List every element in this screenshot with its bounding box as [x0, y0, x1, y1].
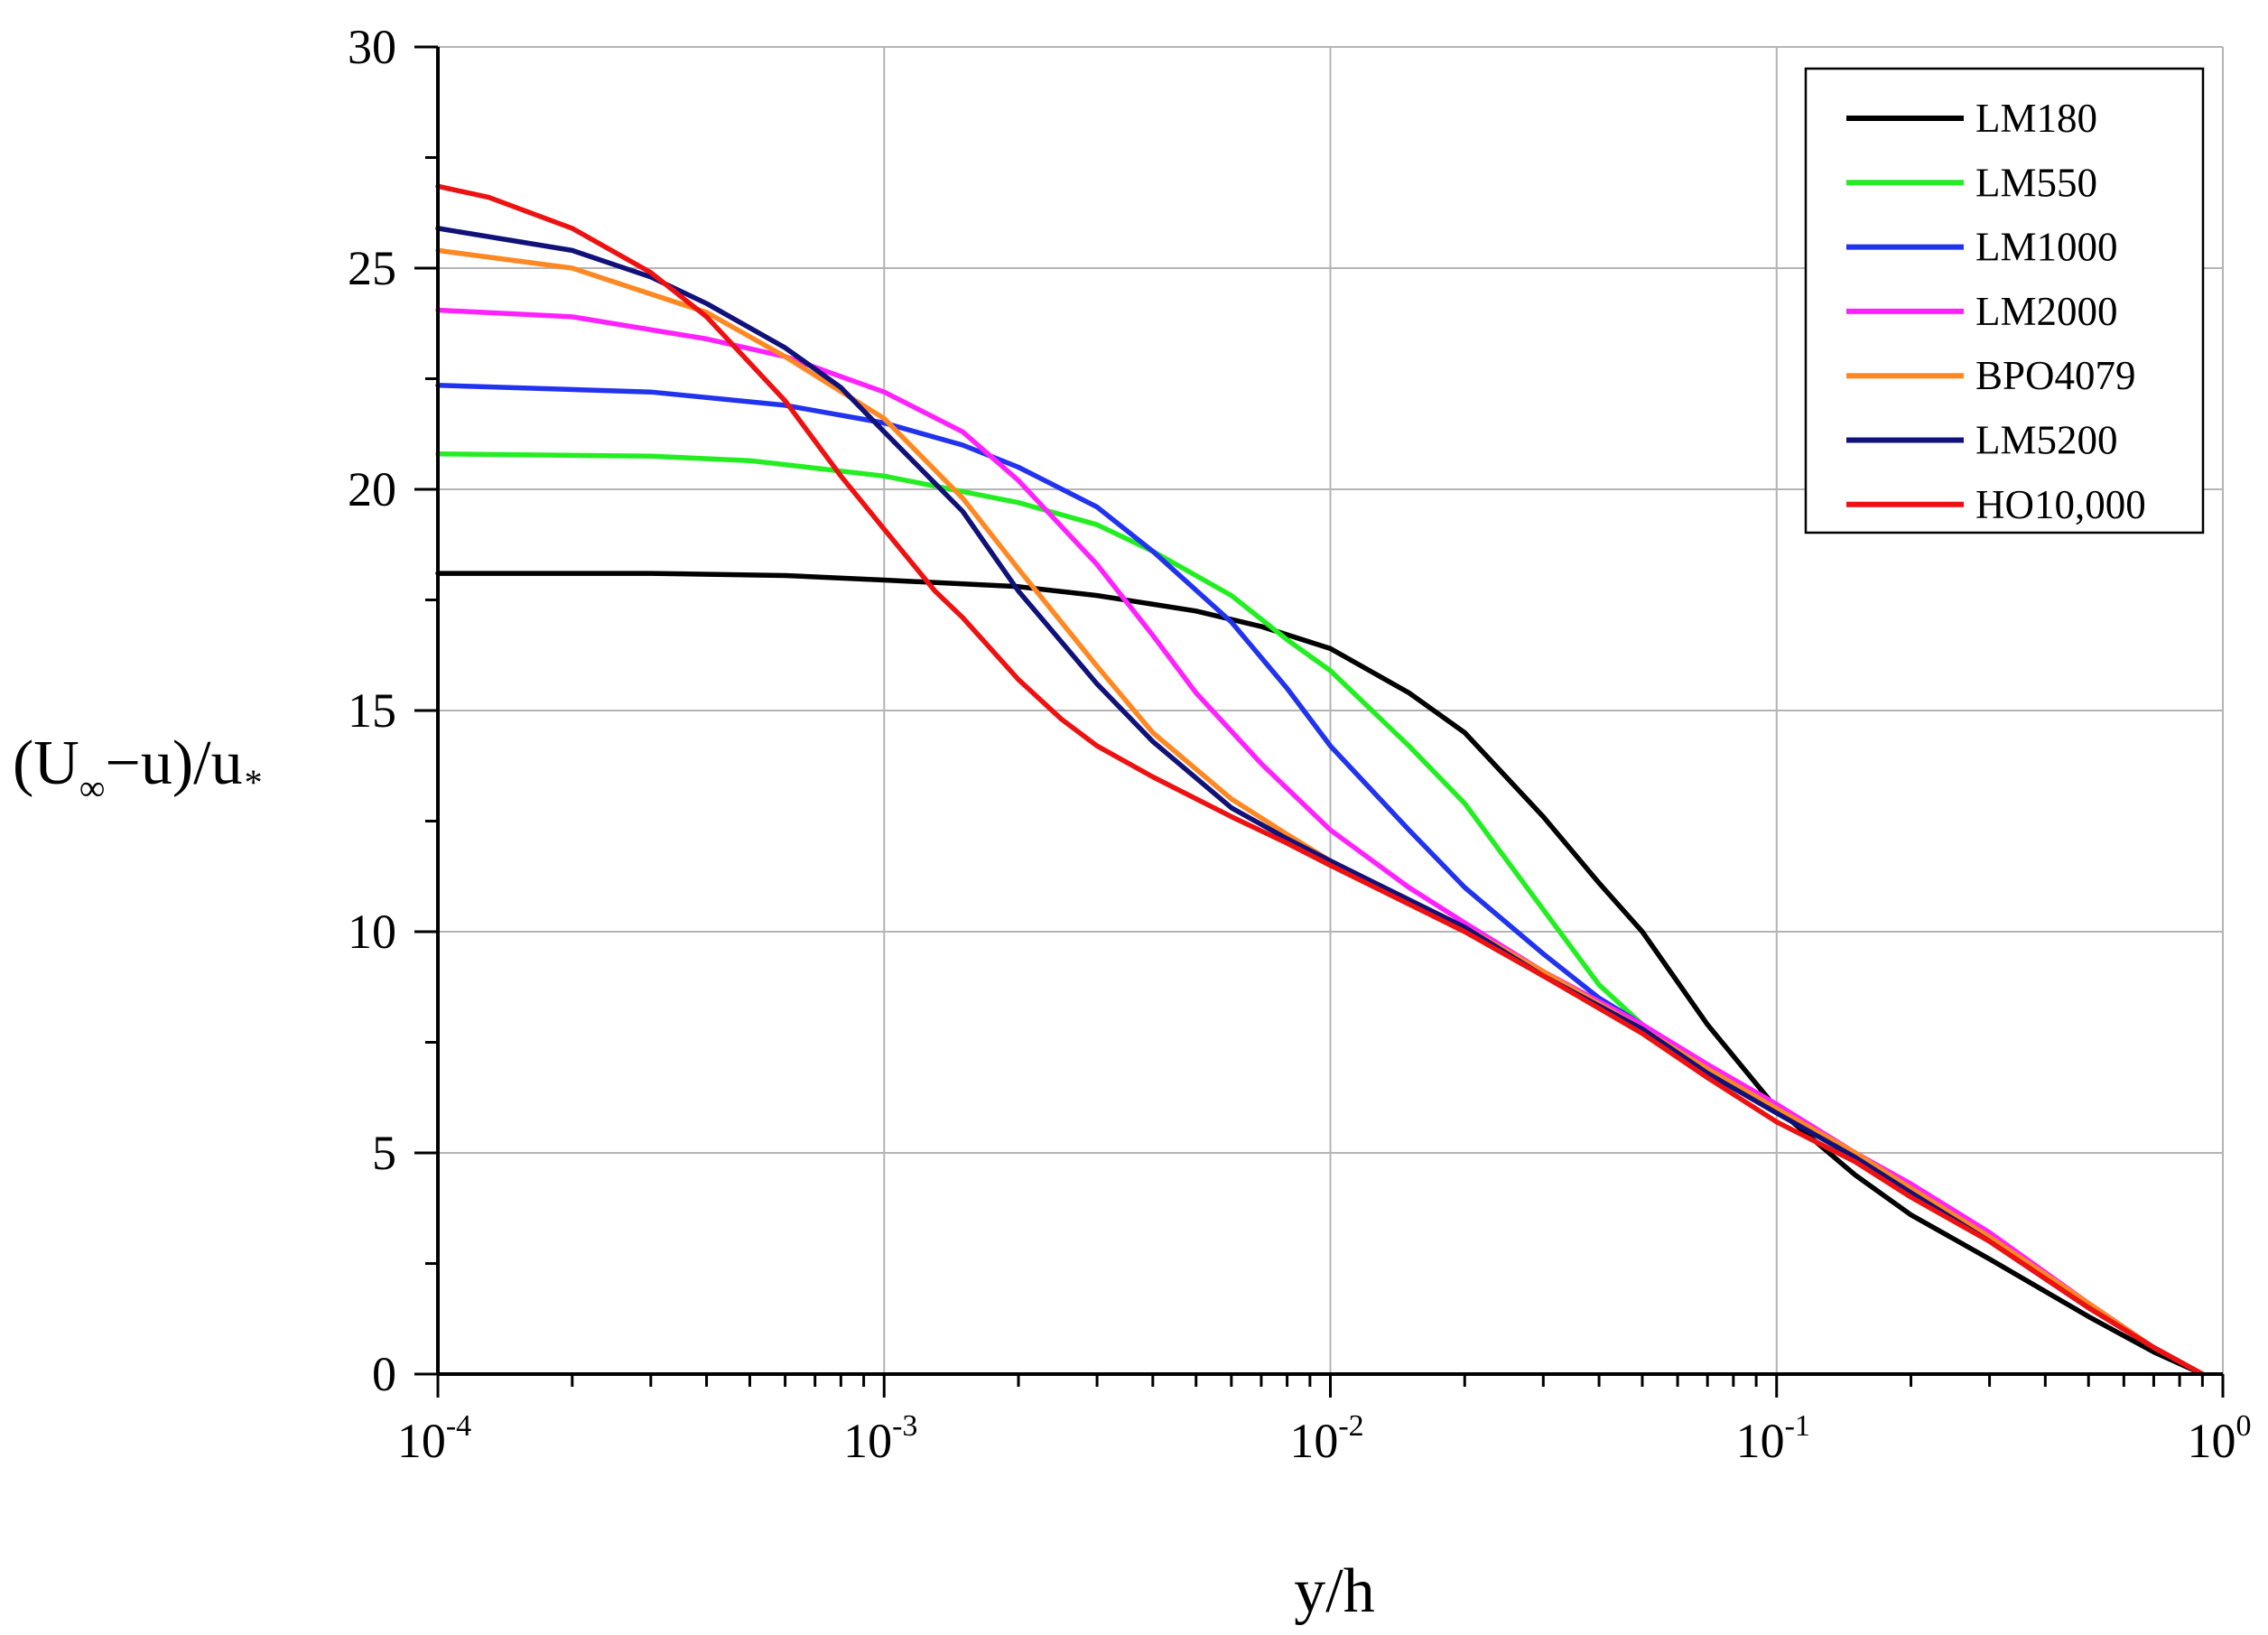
legend-label: LM2000	[1975, 289, 2118, 334]
x-tick-label: 10-2	[1289, 1409, 1363, 1468]
legend-label: HO10,000	[1975, 482, 2146, 527]
x-tick-label: 10-1	[1736, 1409, 1810, 1468]
x-tick-label: 10-4	[397, 1409, 471, 1468]
y-tick-label: 10	[348, 905, 396, 959]
legend: LM180 LM550 LM1000 LM2000 BPO4079 LM5200 HO10,…	[1804, 67, 2205, 534]
x-tick-label: 100	[2188, 1409, 2252, 1468]
y-tick-label: 5	[372, 1126, 396, 1180]
y-tick-label: 30	[348, 20, 396, 74]
legend-label: LM1000	[1975, 225, 2118, 270]
y-tick-label: 20	[348, 462, 396, 516]
series-line-lm2000	[435, 307, 2206, 1377]
series-line-lm550	[435, 451, 2206, 1377]
series-line-lm5200	[435, 226, 2206, 1377]
series-lines	[435, 183, 2206, 1377]
legend-box	[1804, 67, 2205, 534]
x-axis-label: y/h	[1294, 1556, 1374, 1626]
y-tick-label: 0	[372, 1347, 396, 1401]
legend-label: BPO4079	[1975, 353, 2136, 398]
tick-labels: 0 5 10 15 20 25 30 10-4 10-3 10-2 10-1 100	[348, 20, 2252, 1468]
y-axis-label: (U∞−u)/u*	[13, 729, 263, 808]
legend-label: LM5200	[1975, 418, 2118, 463]
legend-label: LM180	[1975, 96, 2097, 141]
series-line-lm180	[435, 571, 2206, 1377]
y-tick-label: 25	[348, 241, 396, 295]
x-tick-label: 10-3	[843, 1409, 917, 1468]
y-tick-label: 15	[348, 683, 396, 738]
legend-label: LM550	[1975, 160, 2097, 205]
axes	[414, 45, 2225, 1398]
series-line-ho10000	[435, 183, 2206, 1377]
